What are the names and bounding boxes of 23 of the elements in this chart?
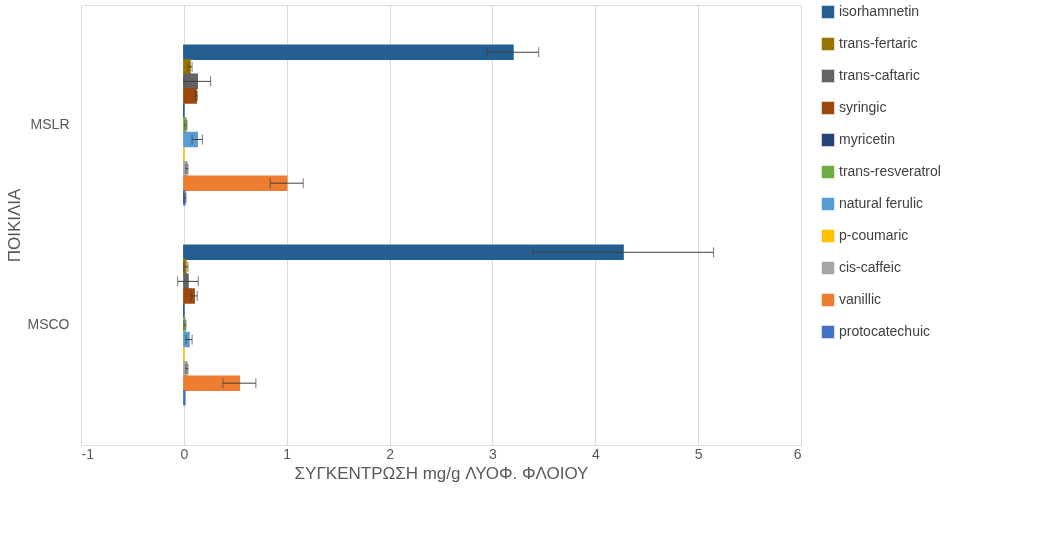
legend-label: cis-caffeic	[839, 259, 901, 275]
x-tick-label: 1	[283, 445, 292, 462]
x-tick-label: 2	[386, 445, 395, 462]
legend-label: trans-fertaric	[839, 35, 918, 51]
legend-label: syringic	[839, 99, 887, 115]
x-tick-label: 3	[489, 445, 498, 462]
x-tick-label: -1	[81, 445, 95, 462]
x-tick-label: 4	[591, 445, 600, 462]
x-tick-label: 0	[180, 445, 189, 462]
legend-label: trans-resveratrol	[839, 163, 941, 179]
x-tick-label: 5	[694, 445, 703, 462]
legend-label: protocatechuic	[839, 323, 931, 339]
legend-label: trans-caftaric	[839, 67, 920, 83]
legend-label: natural ferulic	[839, 195, 924, 211]
legend-label: p-coumaric	[839, 227, 909, 243]
legend-label: myricetin	[839, 131, 896, 147]
legend-label: vanillic	[839, 291, 882, 307]
legend-label: isorhamnetin	[839, 3, 920, 19]
x-tick-label: 6	[793, 445, 802, 462]
x-axis-title: ΣΥΓΚΕΝΤΡΩΣΗ mg/g ΛΥΟΦ. ΦΛΟΙΟΥ	[294, 463, 589, 483]
y-tick-label: MSLR	[30, 116, 70, 132]
y-tick-label: MSCO	[27, 316, 70, 332]
y-axis-title: ΠΟΙΚΙΛΙΑ	[4, 187, 24, 263]
